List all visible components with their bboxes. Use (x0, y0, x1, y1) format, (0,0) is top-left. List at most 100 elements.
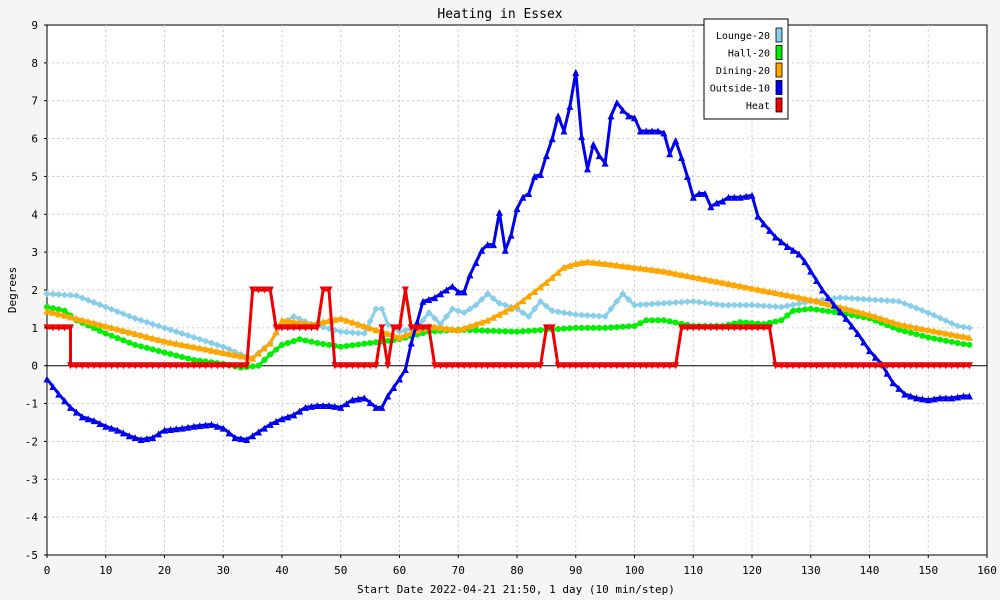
data-point (155, 336, 163, 344)
data-point (889, 318, 897, 326)
data-point (725, 193, 732, 201)
data-point (349, 396, 356, 404)
data-point (907, 322, 915, 330)
data-point (108, 323, 116, 331)
data-point (866, 362, 873, 370)
data-point (930, 311, 938, 319)
data-point (119, 362, 127, 370)
data-point (196, 362, 204, 370)
data-point (948, 319, 956, 327)
data-point (378, 324, 386, 332)
legend-swatch (775, 62, 783, 78)
data-point (478, 327, 485, 334)
data-point (566, 310, 574, 318)
data-point (654, 300, 662, 308)
data-point (337, 403, 345, 411)
data-point (742, 283, 750, 291)
data-point (948, 330, 956, 338)
data-point (566, 325, 573, 332)
data-point (783, 242, 791, 250)
data-point (942, 329, 950, 337)
data-point (619, 323, 626, 330)
data-point (166, 326, 174, 334)
data-point (736, 301, 744, 309)
data-point (366, 324, 374, 332)
data-point (595, 362, 603, 370)
data-point (901, 300, 909, 308)
data-point (701, 275, 709, 283)
data-point (401, 331, 409, 339)
data-point (648, 127, 656, 135)
legend-label: Outside-10 (710, 84, 770, 95)
data-point (531, 362, 539, 370)
data-point (490, 295, 497, 303)
data-point (889, 379, 897, 387)
data-point (360, 322, 368, 330)
data-point (255, 362, 262, 369)
data-point (513, 301, 521, 309)
data-point (132, 341, 139, 348)
data-point (219, 343, 227, 351)
data-point (443, 324, 450, 332)
data-point (343, 316, 351, 324)
data-point (649, 317, 656, 324)
data-point (396, 375, 403, 383)
data-point (636, 301, 644, 309)
data-point (78, 362, 86, 370)
data-point (913, 394, 920, 402)
data-point (631, 362, 638, 370)
data-point (125, 312, 133, 320)
data-point (766, 319, 773, 326)
y-tick-label: 4 (31, 208, 38, 221)
x-tick-label: 30 (217, 564, 230, 577)
data-point (854, 362, 862, 370)
data-point (172, 425, 180, 433)
data-point (537, 297, 544, 305)
data-point (149, 334, 157, 342)
data-point (172, 362, 180, 370)
data-point (824, 294, 832, 302)
data-point (484, 290, 492, 298)
data-point (366, 399, 374, 407)
data-point (578, 311, 586, 319)
data-point (454, 307, 462, 315)
data-point (361, 340, 368, 347)
data-point (566, 261, 574, 269)
series-group (43, 68, 973, 444)
data-point (918, 395, 926, 403)
x-tick-label: 140 (860, 564, 880, 577)
data-point (413, 318, 421, 326)
data-point (490, 313, 497, 321)
data-point (508, 328, 515, 335)
data-point (372, 362, 380, 370)
x-tick-label: 90 (569, 564, 582, 577)
data-point (67, 403, 74, 411)
data-point (942, 317, 950, 325)
data-point (114, 325, 121, 333)
data-point (672, 362, 680, 370)
data-point (555, 325, 562, 332)
data-point (325, 286, 333, 294)
data-point (55, 291, 63, 299)
data-point (601, 362, 609, 370)
data-point (149, 434, 157, 442)
data-point (737, 319, 744, 326)
data-point (854, 308, 862, 316)
data-point (431, 362, 439, 370)
data-point (360, 330, 368, 338)
data-point (331, 402, 339, 410)
data-point (448, 325, 456, 333)
data-point (595, 312, 603, 320)
data-point (55, 306, 62, 313)
data-point (608, 324, 614, 331)
y-tick-label: 9 (31, 19, 38, 32)
data-point (343, 328, 351, 336)
data-point (208, 339, 215, 347)
data-point (96, 320, 104, 328)
data-point (161, 337, 168, 345)
data-point (860, 362, 868, 370)
data-point (284, 317, 292, 325)
x-tick-label: 70 (452, 564, 465, 577)
data-point (49, 308, 57, 316)
